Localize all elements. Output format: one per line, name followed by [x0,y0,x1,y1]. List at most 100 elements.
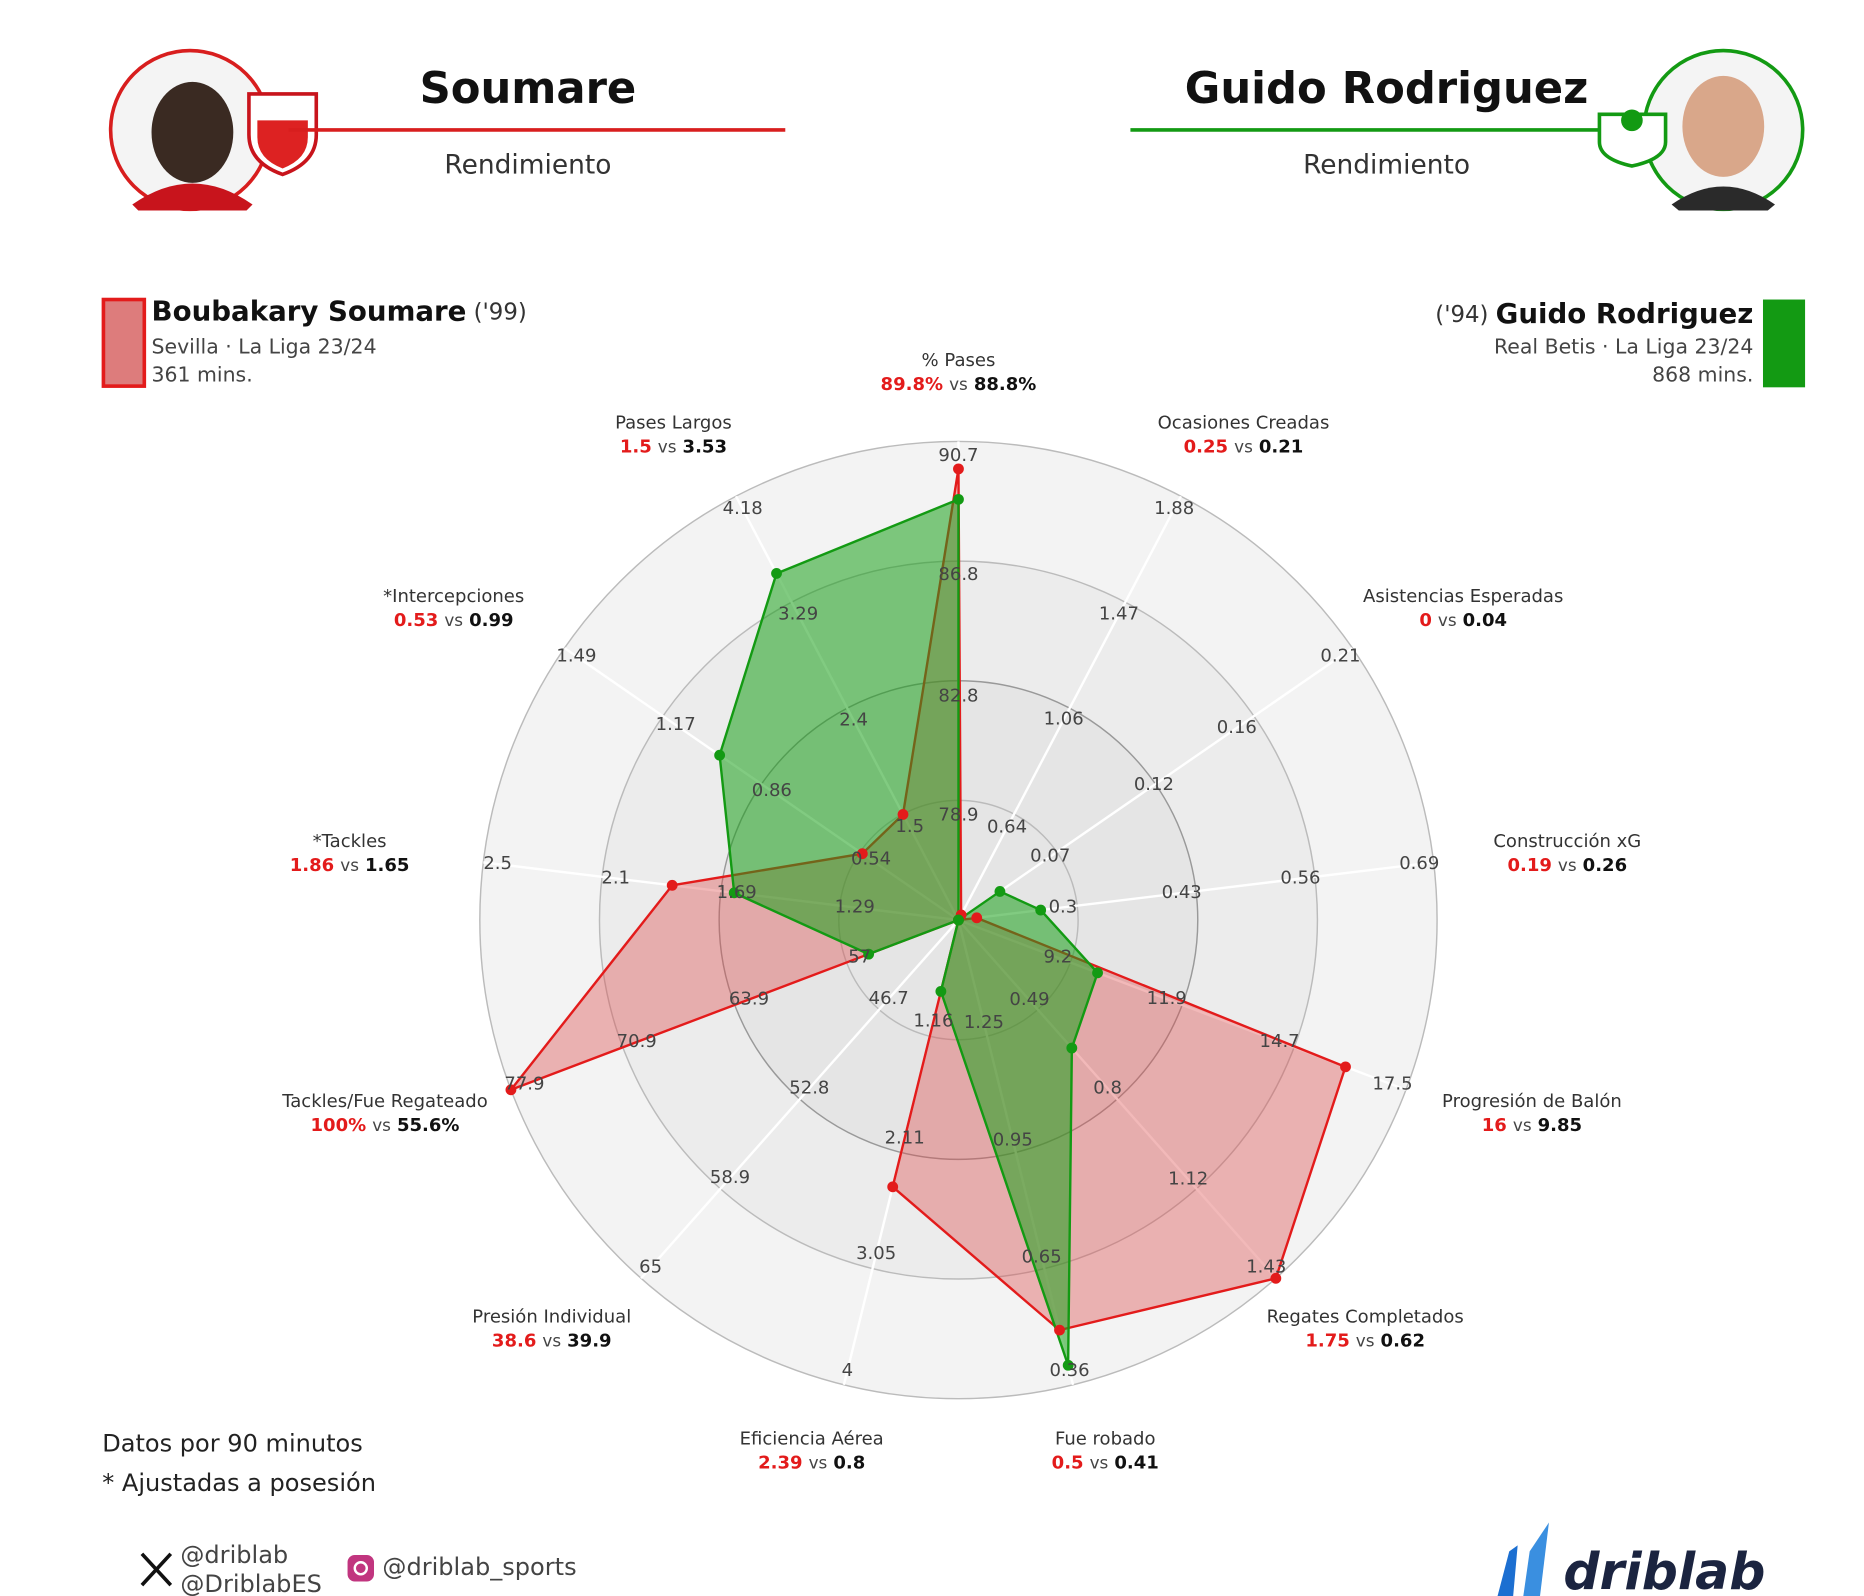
tick-label: 0.56 [1280,868,1320,889]
legend-entry: Boubakary Soumare ('99) [152,295,527,328]
series-point [863,948,875,960]
legend-team: Real Betis · La Liga 23/24 [1494,335,1753,359]
axis-values: 0 vs 0.04 [1419,610,1507,631]
series-point [897,808,909,820]
tick-label: 1.47 [1099,603,1139,624]
vs-label: vs [340,855,359,875]
vs-label: vs [372,1115,391,1135]
tick-label: 0.65 [1022,1247,1062,1268]
axis-values: 1.86 vs 1.65 [290,855,410,876]
data-label: 0.8 [833,1452,865,1473]
tick-label: 1.5 [895,816,924,837]
series-point [953,463,964,475]
data-label: 55.6% [397,1115,460,1136]
tick-label: 70.9 [617,1031,657,1052]
series-point [1054,1324,1065,1336]
data-label: 1.5 [620,437,652,458]
axis-label: Tackles/Fue Regateado [281,1091,487,1112]
tick-label: 0.95 [993,1129,1033,1150]
tick-label: 77.9 [504,1074,544,1095]
tick-label: 2.4 [839,709,868,730]
tick-label: 9.2 [1044,947,1073,968]
tick-label: 58.9 [710,1167,750,1188]
data-label: 0.21 [1259,437,1303,458]
club-badge [1597,112,1668,168]
series-point [953,493,964,505]
axis-values: 16 vs 9.85 [1482,1115,1582,1136]
axis-label: *Intercepciones [383,586,524,607]
tick-label: 46.7 [869,988,909,1009]
axis-values: 1.75 vs 0.62 [1305,1331,1425,1352]
tick-label: 1.69 [717,882,757,903]
tick-label: 1.16 [913,1011,953,1032]
data-label: 9.85 [1538,1115,1582,1136]
tick-label: 0.54 [851,849,891,870]
data-label: 38.6 [492,1331,536,1352]
vs-label: vs [444,610,463,630]
data-label: 0.41 [1114,1452,1158,1473]
vs-label: vs [1356,1331,1375,1351]
tick-label: 4 [842,1360,853,1381]
tick-label: 2.5 [483,853,512,874]
vs-label: vs [1558,855,1577,875]
series-area [718,498,1099,1367]
series-point [953,914,964,926]
legend-swatch [101,297,147,388]
series-point [971,912,983,924]
axis-label: Regates Completados [1267,1307,1464,1328]
social-handle: @driblab_sports [382,1553,576,1581]
legend-name: Guido Rodriguez [1496,297,1754,330]
tick-label: 86.8 [938,564,978,585]
data-label: 0.53 [394,610,438,631]
tick-label: 14.7 [1260,1031,1300,1052]
tick-label: 0.3 [1049,896,1078,917]
tick-label: 0.8 [1093,1077,1122,1098]
footer: Datos por 90 minutos * Ajustadas a poses… [102,1429,1765,1596]
series-point [994,886,1006,897]
axis-label: Ocasiones Creadas [1158,413,1330,434]
tick-label: 11.9 [1147,988,1187,1009]
tick-label: 52.8 [789,1077,829,1098]
series-point [887,1181,899,1193]
portrait-shirt [132,183,253,211]
legend-year: ('99) [474,299,527,325]
vs-label: vs [809,1452,828,1472]
note: Datos por 90 minutos [102,1429,363,1457]
tick-label: 82.8 [938,686,978,707]
legend-year: ('94) [1435,302,1488,328]
logo-mark [1523,1522,1549,1596]
axis-label: Construcción xG [1493,831,1641,852]
vs-label: vs [1513,1115,1532,1135]
data-label: 0.62 [1381,1331,1425,1352]
spoke [957,647,1354,922]
tick-label: 3.05 [856,1243,896,1264]
tick-label: 0.07 [1030,846,1070,867]
data-label: 39.9 [567,1331,611,1352]
instagram-icon-lens [353,1561,368,1576]
data-label: 0.5 [1052,1452,1084,1473]
tick-label: 57 [848,947,871,968]
series-point [728,887,740,899]
tick-label: 1.17 [656,714,696,735]
data-label: 100% [311,1115,367,1136]
series-point [771,568,782,579]
series-point [935,985,947,997]
instagram-icon [347,1555,375,1582]
tick-label: 4.18 [723,498,763,519]
legend-swatch [1762,299,1806,388]
legend-minutes: 361 mins. [152,362,253,386]
player-title: Guido Rodriguez [1185,64,1589,114]
axis-values: 100% vs 55.6% [311,1115,460,1136]
tick-label: 0.21 [1320,645,1360,666]
tick-label: 0.49 [1009,989,1049,1010]
note: * Ajustadas a posesión [102,1469,376,1497]
data-label: 16 [1482,1115,1507,1136]
x-icon [140,1552,173,1587]
series-point [1340,1061,1351,1073]
tick-label: 0.43 [1162,882,1202,903]
player-title: Soumare [420,64,637,114]
vs-label: vs [658,437,677,457]
vs-label: vs [949,374,968,394]
legend-name: Boubakary Soumare [152,295,467,328]
tick-label: 1.29 [835,896,875,917]
